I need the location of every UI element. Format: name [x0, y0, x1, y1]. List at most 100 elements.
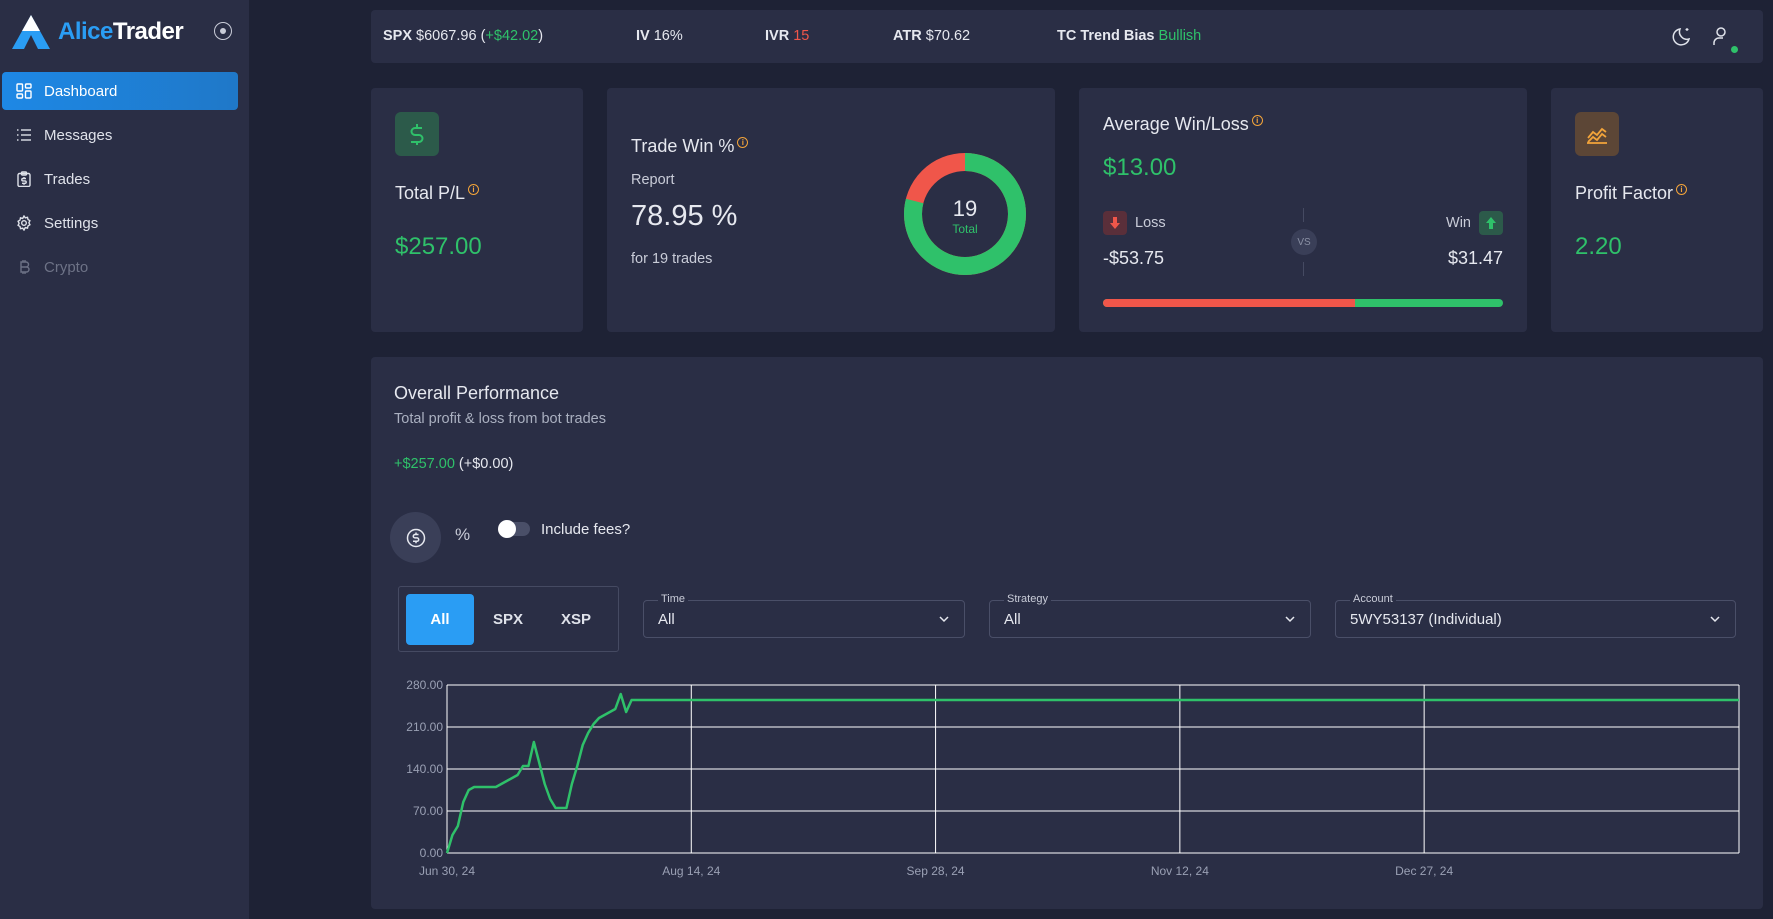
- app-logo[interactable]: AliceTrader: [10, 12, 184, 52]
- arrow-down-icon: [1103, 211, 1127, 235]
- donut-total-label: Total: [952, 222, 978, 236]
- sidebar-item-settings[interactable]: Settings: [2, 204, 238, 242]
- time-select-label: Time: [658, 593, 689, 605]
- x-tick-label: Jun 30, 24: [419, 864, 475, 878]
- symbol-filter-xsp[interactable]: XSP: [560, 611, 591, 628]
- symbol-filter-all[interactable]: All: [406, 594, 474, 645]
- info-icon[interactable]: i: [1251, 115, 1263, 126]
- performance-line-chart: 0.00 70.00 140.00 210.00 280.00 Jun 30, 24 Aug…: [406, 678, 1740, 878]
- trade-win-note: for 19 trades: [631, 251, 713, 267]
- trade-win-card: Trade Win % i Report 78.95 % for 19 trade…: [607, 88, 1055, 332]
- pnl-series-line: [445, 692, 1739, 854]
- sidebar: AliceTrader Dashboard Messages Trades S: [0, 0, 249, 919]
- y-tick-label: 280.00: [406, 678, 443, 692]
- performance-total: +$257.00 (+$0.00): [394, 456, 514, 472]
- market-ticker-bar: SPX $6067.96 (+$42.02) IV 16% IVR 15 ATR…: [371, 10, 1763, 63]
- total-pl-value: $257.00: [395, 233, 482, 260]
- info-icon[interactable]: i: [737, 137, 749, 148]
- sidebar-item-label: Trades: [44, 170, 91, 188]
- clipboard-dollar-icon: [17, 171, 31, 187]
- vs-divider-top: [1303, 208, 1304, 222]
- win-label: Win: [1446, 215, 1471, 231]
- loss-ratio-fill: [1103, 299, 1355, 307]
- sidebar-item-messages[interactable]: Messages: [2, 116, 238, 154]
- y-tick-label: 140.00: [406, 762, 443, 776]
- ticker-ivr: IVR 15: [765, 28, 810, 44]
- sidebar-item-label: Settings: [44, 214, 99, 232]
- percent-mode-button[interactable]: %: [455, 525, 471, 544]
- info-icon[interactable]: i: [468, 184, 480, 195]
- profit-factor-card: Profit Factor i 2.20: [1551, 88, 1763, 332]
- avg-win-loss-title: Average Win/Loss i: [1103, 114, 1263, 135]
- app-name: AliceTrader: [58, 18, 184, 45]
- sidebar-item-trades[interactable]: Trades: [2, 160, 238, 198]
- loss-label: Loss: [1135, 215, 1166, 231]
- performance-title: Overall Performance: [394, 383, 560, 403]
- win-loss-ratio-bar: [1103, 299, 1503, 307]
- x-tick-label: Aug 14, 24: [662, 864, 720, 878]
- account-select[interactable]: Account 5WY53137 (Individual): [1335, 593, 1736, 638]
- profit-factor-title: Profit Factor i: [1575, 183, 1688, 204]
- account-select-label: Account: [1350, 593, 1396, 605]
- chevron-down-icon: [1710, 616, 1720, 623]
- performance-subtitle: Total profit & loss from bot trades: [394, 411, 606, 427]
- total-pl-card: Total P/L i $257.00: [371, 88, 583, 332]
- total-pl-title: Total P/L i: [395, 183, 480, 204]
- loss-value: -$53.75: [1103, 248, 1165, 268]
- donut-total-value: 19: [952, 196, 978, 221]
- chevron-down-icon: [1285, 616, 1295, 623]
- dollar-mode-button[interactable]: [390, 512, 441, 563]
- symbol-filter-spx[interactable]: SPX: [492, 611, 523, 628]
- include-fees-label: Include fees?: [541, 521, 631, 538]
- strategy-select-label: Strategy: [1004, 593, 1051, 605]
- ticker-trend-bias: TC Trend Bias Bullish: [1057, 28, 1202, 44]
- list-icon: [17, 129, 31, 141]
- trend-chart-icon: [1575, 112, 1619, 156]
- dollar-icon: [395, 112, 439, 156]
- win-value: $31.47: [1447, 248, 1503, 268]
- sidebar-nav: Dashboard Messages Trades Settings Crypt…: [0, 72, 238, 292]
- account-select-value: 5WY53137 (Individual): [1350, 611, 1502, 628]
- x-tick-label: Dec 27, 24: [1395, 864, 1453, 878]
- y-tick-label: 70.00: [413, 804, 443, 818]
- avg-win-loss-value: $13.00: [1103, 154, 1177, 181]
- user-profile-icon[interactable]: [1711, 25, 1733, 47]
- dark-mode-moon-icon[interactable]: [1672, 25, 1694, 47]
- sidebar-item-dashboard[interactable]: Dashboard: [2, 72, 238, 110]
- strategy-select-value: All: [1004, 611, 1021, 628]
- donut-win-arc: [904, 153, 1026, 275]
- info-icon[interactable]: i: [1676, 184, 1688, 195]
- vs-divider-bottom: [1303, 262, 1304, 276]
- dollar-circle-icon: [406, 528, 425, 547]
- x-tick-label: Sep 28, 24: [907, 864, 965, 878]
- sidebar-item-label: Crypto: [44, 258, 89, 276]
- x-tick-label: Nov 12, 24: [1151, 864, 1209, 878]
- sidebar-item-crypto[interactable]: Crypto: [2, 248, 238, 286]
- ticker-atr: ATR $70.62: [893, 28, 971, 44]
- trade-win-title: Trade Win % i: [631, 136, 749, 157]
- ticker-iv: IV 16%: [636, 28, 683, 44]
- sidebar-item-label: Messages: [44, 126, 113, 144]
- dashboard-icon: [16, 83, 32, 99]
- symbol-filter-group: All SPX XSP: [398, 586, 619, 652]
- avg-win-loss-card: Average Win/Loss i $13.00 Loss -$53.75 VS…: [1079, 88, 1527, 332]
- online-status-dot: [1731, 46, 1738, 53]
- include-fees-toggle[interactable]: [498, 520, 530, 538]
- ticker-spx: SPX $6067.96 (+$42.02): [383, 28, 544, 44]
- strategy-select[interactable]: Strategy All: [989, 593, 1311, 638]
- trade-win-value: 78.95 %: [631, 200, 738, 232]
- sidebar-item-label: Dashboard: [44, 82, 118, 100]
- profit-factor-value: 2.20: [1575, 233, 1622, 260]
- alice-trader-logo-icon: [12, 15, 50, 49]
- time-select[interactable]: Time All: [643, 593, 965, 638]
- sidebar-toggle-button[interactable]: [214, 22, 232, 40]
- y-tick-label: 210.00: [406, 720, 443, 734]
- y-tick-label: 0.00: [420, 846, 444, 860]
- bitcoin-icon: [20, 260, 30, 274]
- chevron-down-icon: [939, 616, 949, 623]
- time-select-value: All: [658, 611, 675, 628]
- vs-badge: VS: [1291, 229, 1317, 255]
- trade-win-subtitle: Report: [631, 172, 675, 188]
- arrow-up-icon: [1479, 211, 1503, 235]
- overall-performance-panel: Overall Performance Total profit & loss …: [371, 357, 1763, 909]
